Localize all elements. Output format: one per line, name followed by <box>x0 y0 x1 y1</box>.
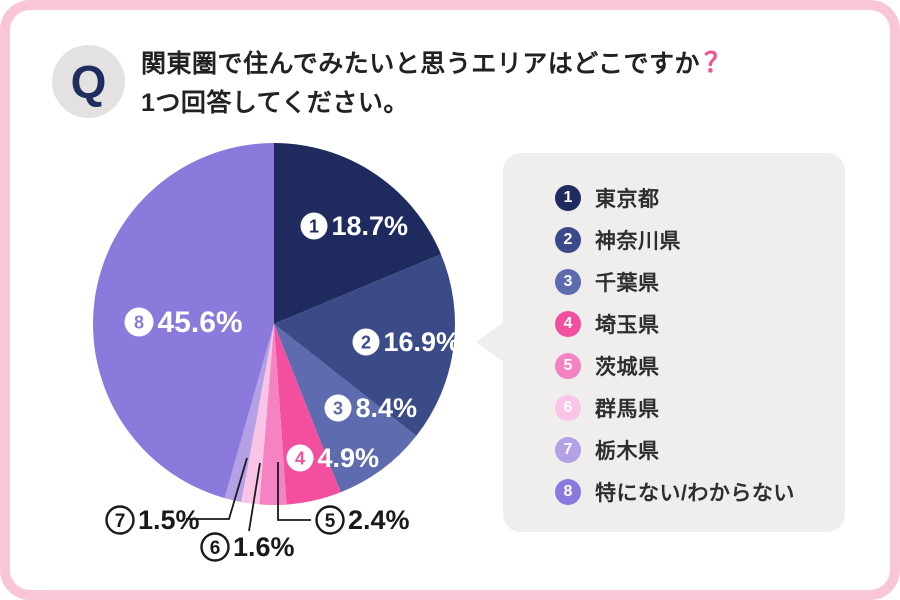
question-line-2: 1つ回答してください。 <box>141 89 409 117</box>
question-line-1: 関東圏で住んでみたいと思うエリアはどこですか？ <box>141 48 732 78</box>
pie-label-1: 1 18.7% <box>300 211 409 241</box>
pie-callout-leader-7 <box>186 457 248 520</box>
pie-label-number-2: 2 <box>361 333 371 353</box>
pie-callout-number-6: 6 <box>210 538 221 559</box>
pie-slice-8 <box>92 143 274 499</box>
legend-item-number-8: 8 <box>555 479 581 505</box>
pie-label-3: 3 8.4% <box>324 393 418 423</box>
legend-bubble: 1 東京都 2 神奈川県 3 千葉県 4 埼玉県 5 茨城県 6 群馬県 7 栃木県 8 特にない/わからない <box>476 153 845 532</box>
pie-slice-7 <box>224 324 274 502</box>
legend-item-label-2: 神奈川県 <box>595 230 681 253</box>
legend-item-number-3: 3 <box>555 269 581 295</box>
legend-bubble-tail <box>476 321 505 363</box>
question-badge: Q <box>52 45 125 118</box>
legend-item-label-7: 栃木県 <box>595 440 660 463</box>
pie-callout-pct-5: 2.4% <box>348 505 410 535</box>
legend-item-number-6: 6 <box>555 395 581 421</box>
pie-callout-leader-5 <box>277 462 311 521</box>
pie-label-pct-4: 4.9% <box>318 443 380 473</box>
pie-callout-5: 5 2.4% <box>277 462 410 535</box>
legend-item-label-8: 特にない/わからない <box>595 482 795 505</box>
legend-item-number-7: 7 <box>555 437 581 463</box>
legend-item-2: 2 神奈川県 <box>555 227 845 253</box>
pie-label-number-8: 8 <box>134 313 144 333</box>
pie-callout-6: 6 1.6% <box>200 462 295 562</box>
legend-item-6: 6 群馬県 <box>555 395 845 421</box>
pie-callout-number-7: 7 <box>115 511 126 532</box>
legend-item-4: 4 埼玉県 <box>555 311 845 337</box>
pie-callout-leader-6 <box>248 462 261 532</box>
pie-label-pct-1: 18.7% <box>332 211 409 241</box>
pie-label-pct-2: 16.9% <box>384 327 461 357</box>
question-title: 関東圏で住んでみたいと思うエリアはどこですか？ 1つ回答してください。 <box>141 44 732 123</box>
question-mark: ？ <box>704 48 732 78</box>
pie-slice-1 <box>274 143 441 324</box>
legend-list: 1 東京都 2 神奈川県 3 千葉県 4 埼玉県 5 茨城県 6 群馬県 7 栃木県 8 特にない/わからない <box>555 185 845 505</box>
legend-item-label-4: 埼玉県 <box>595 314 660 337</box>
pie-slice-6 <box>241 324 274 505</box>
legend-item-7: 7 栃木県 <box>555 437 845 463</box>
legend-item-label-5: 茨城県 <box>595 356 660 379</box>
legend-item-5: 5 茨城県 <box>555 353 845 379</box>
legend-item-8: 8 特にない/わからない <box>555 479 845 505</box>
pie-label-number-1: 1 <box>309 217 319 237</box>
legend-item-label-3: 千葉県 <box>595 272 660 295</box>
legend-item-3: 3 千葉県 <box>555 269 845 295</box>
question-badge-letter: Q <box>70 55 107 108</box>
legend-item-number-2: 2 <box>555 227 581 253</box>
pie-callout-number-5: 5 <box>325 511 336 532</box>
legend-item-label-1: 東京都 <box>595 188 660 211</box>
pie-label-number-3: 3 <box>333 399 343 419</box>
legend-item-label-6: 群馬県 <box>595 398 660 421</box>
pie-label-4: 4 4.9% <box>286 443 380 473</box>
pie-label-pct-8: 45.6% <box>158 306 243 339</box>
pie-label-2: 2 16.9% <box>352 327 461 357</box>
pie-callout-7: 7 1.5% <box>105 457 248 535</box>
legend-item-number-4: 4 <box>555 311 581 337</box>
pie-slice-5 <box>259 324 287 506</box>
pie-callout-pct-7: 1.5% <box>138 505 200 535</box>
pie-label-8: 8 45.6% <box>124 306 243 339</box>
pie-callout-pct-6: 1.6% <box>233 532 295 562</box>
pie-label-number-4: 4 <box>295 449 305 469</box>
legend-item-number-5: 5 <box>555 353 581 379</box>
legend-item-number-1: 1 <box>555 185 581 211</box>
legend-item-1: 1 東京都 <box>555 185 845 211</box>
pie-label-pct-3: 8.4% <box>356 393 418 423</box>
